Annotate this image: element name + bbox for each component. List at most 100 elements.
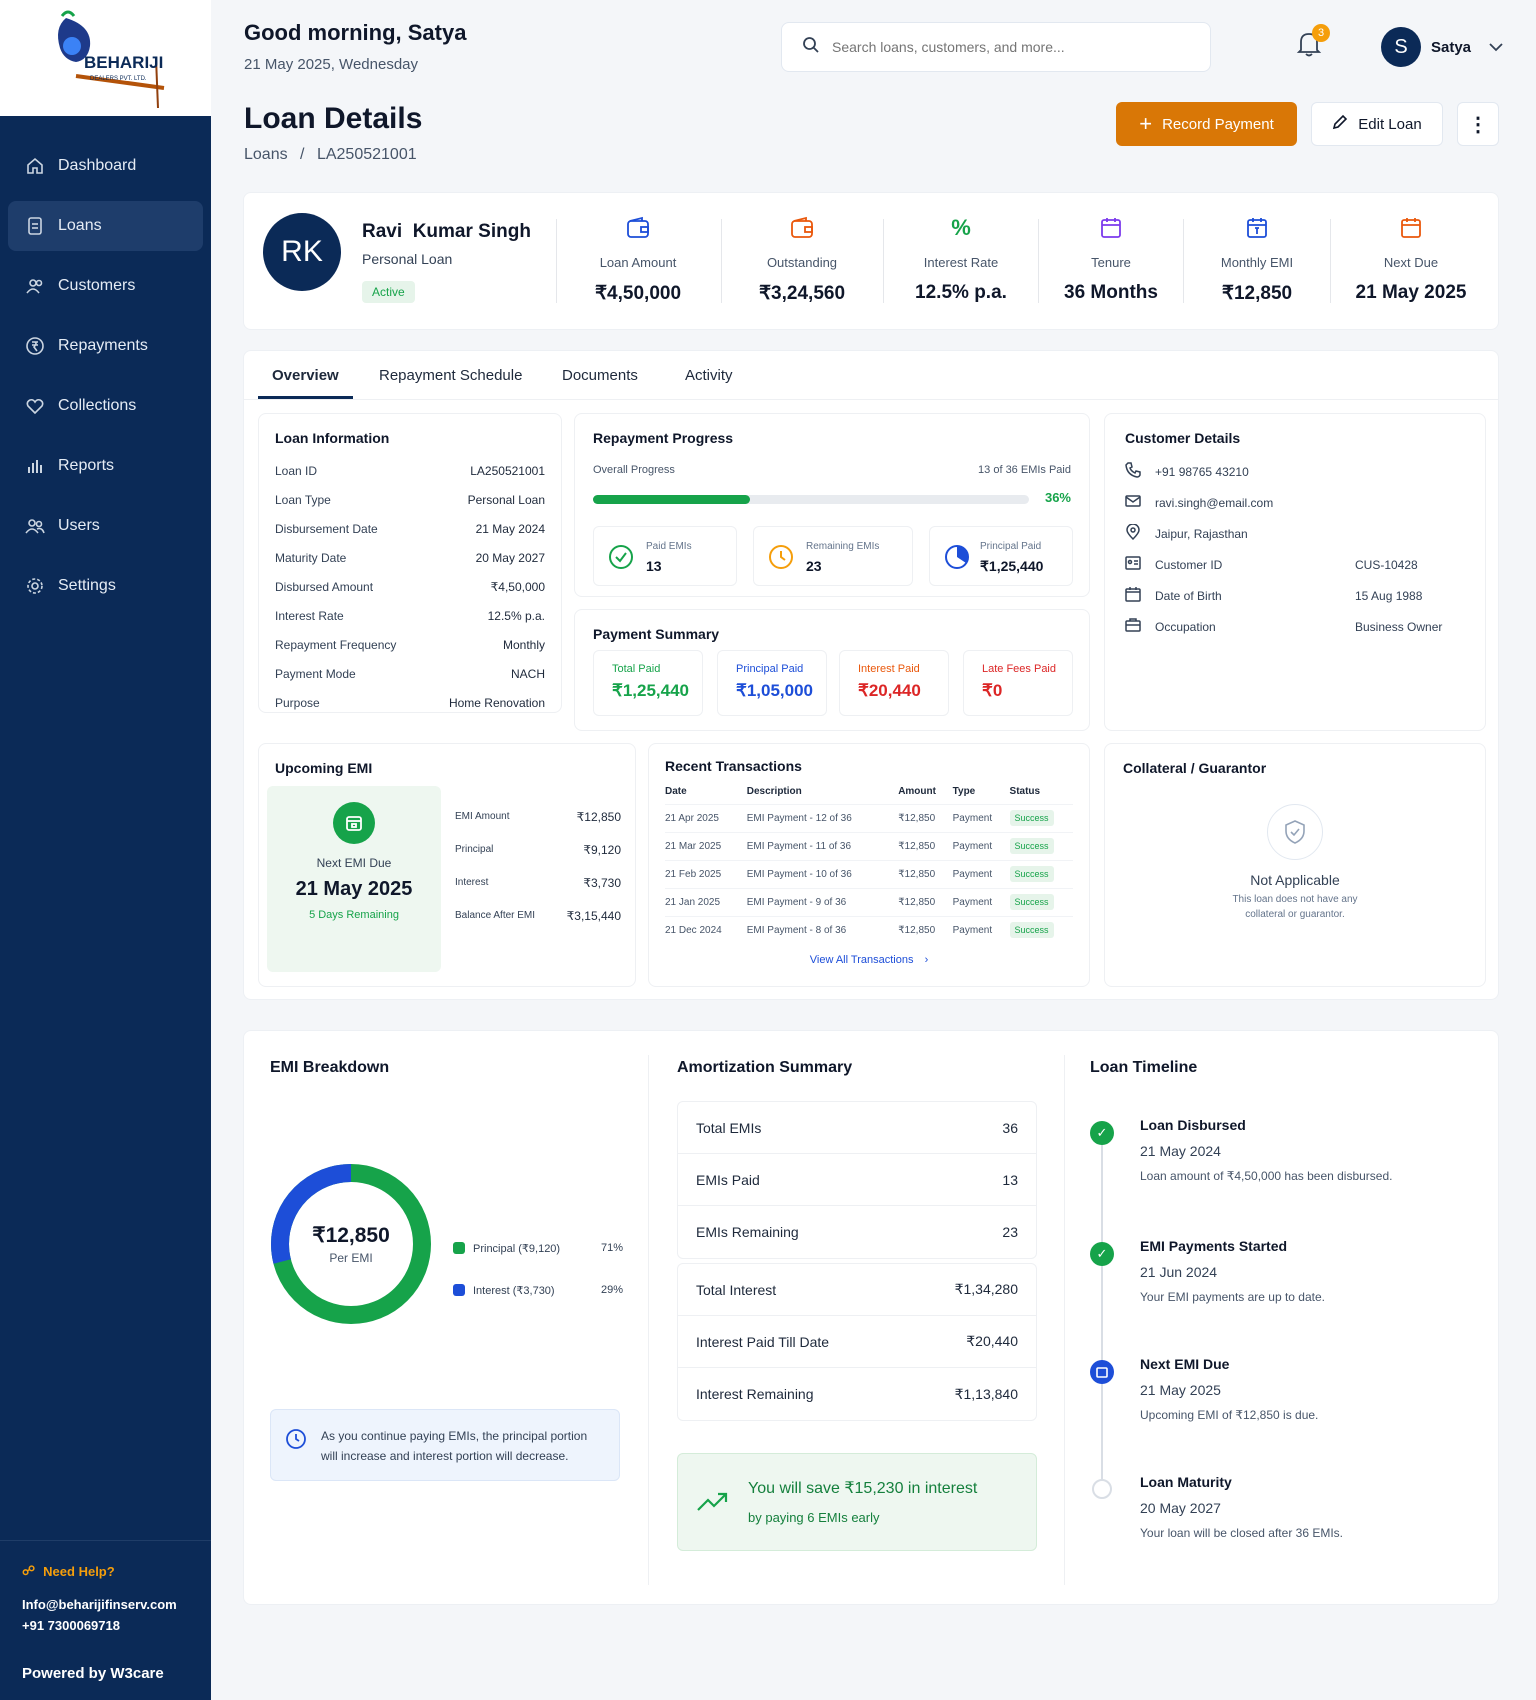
clock-icon xyxy=(286,1429,306,1449)
sidebar-item-loans[interactable]: Loans xyxy=(8,201,203,251)
section-title: EMI Breakdown xyxy=(270,1059,390,1076)
next-emi-date: 21 May 2025 xyxy=(295,878,413,900)
user-name: Satya xyxy=(1431,38,1472,56)
id-card-icon xyxy=(1125,555,1155,574)
sidebar: BEHARIJI DEALERS PVT. LTD. Dashboard Loa… xyxy=(0,0,211,1700)
powered-by: Powered by W3care xyxy=(22,1665,164,1682)
donut-legend: Principal (₹9,120) 71% Interest (₹3,730) 2… xyxy=(453,1227,623,1311)
status-badge: Success xyxy=(1009,921,1054,938)
emi-details-list: EMI Amount ₹12,850 Principal ₹9,120 Intere… xyxy=(455,800,621,932)
sidebar-item-collections[interactable]: Collections xyxy=(8,381,203,431)
status-badge: Success xyxy=(1009,865,1054,882)
sidebar-item-repayments[interactable]: Repayments xyxy=(8,321,203,371)
sidebar-item-users[interactable]: Users xyxy=(8,501,203,551)
stat-label: Paid EMIs xyxy=(646,541,692,552)
more-options-button[interactable]: ⋮ xyxy=(1457,102,1499,146)
view-all-transactions-link[interactable]: View All Transactions › xyxy=(809,954,929,966)
user-menu[interactable]: S Satya xyxy=(1381,27,1503,67)
info-row-purpose: Purpose Home Renovation xyxy=(275,695,545,710)
calendar-icon xyxy=(1039,213,1183,243)
sidebar-item-settings[interactable]: Settings xyxy=(8,561,203,611)
timeline-item: EMI Payments Started 21 Jun 2024 Your EMI … xyxy=(1140,1238,1325,1304)
search-icon xyxy=(802,36,820,58)
main-content: Good morning, Satya 21 May 2025, Wednesd… xyxy=(211,0,1536,1700)
record-payment-button[interactable]: + Record Payment xyxy=(1116,102,1297,146)
brand-logo[interactable]: BEHARIJI DEALERS PVT. LTD. xyxy=(0,0,211,116)
summary-value: ₹1,25,440 xyxy=(612,681,689,700)
wallet-icon xyxy=(570,213,706,243)
edit-loan-button[interactable]: Edit Loan xyxy=(1311,102,1443,146)
users-icon xyxy=(24,275,46,297)
metric-value: 21 May 2025 xyxy=(1355,282,1467,303)
summary-label: Late Fees Paid xyxy=(982,663,1056,675)
tab-repayment-schedule[interactable]: Repayment Schedule xyxy=(379,367,523,384)
section-title: Amortization Summary xyxy=(677,1059,853,1076)
metric-value: 36 Months xyxy=(1064,282,1158,303)
help-title[interactable]: ☍ Need Help? xyxy=(22,1563,115,1579)
info-row-disbursed-amount: Disbursed Amount ₹4,50,000 xyxy=(275,579,545,594)
table-row[interactable]: 21 Jan 2025 EMI Payment - 9 of 36 ₹12,850 P… xyxy=(665,887,1073,916)
home-icon xyxy=(24,155,46,177)
breadcrumb-loans[interactable]: Loans xyxy=(244,146,288,163)
greeting: Good morning, Satya xyxy=(244,20,467,45)
timeline-item: Next EMI Due 21 May 2025 Upcoming EMI of ₹… xyxy=(1140,1356,1319,1422)
headset-icon: ☍ xyxy=(22,1563,36,1578)
divider xyxy=(1330,219,1331,303)
tab-activity[interactable]: Activity xyxy=(685,367,733,384)
metric-monthly-emi: Monthly EMI ₹12,850 xyxy=(1184,213,1330,305)
table-row[interactable]: 21 Apr 2025 EMI Payment - 12 of 36 ₹12,850… xyxy=(665,803,1073,832)
help-phone[interactable]: +91 7300069718 xyxy=(22,1618,120,1633)
customer-phone[interactable]: +91 98765 43210 xyxy=(1125,456,1465,487)
savings-subtitle: by paying 6 EMIs early xyxy=(748,1510,880,1525)
stat-value: ₹1,25,440 xyxy=(980,558,1044,574)
loan-information-card: Loan Information Loan ID LA250521001 Loan… xyxy=(258,413,562,713)
column-header: Type xyxy=(952,786,976,798)
breadcrumb-current: LA250521001 xyxy=(316,146,417,163)
divider xyxy=(1038,219,1039,303)
customer-dob-row: Date of Birth 15 Aug 1988 xyxy=(1125,580,1465,611)
help-email[interactable]: Info@beharijifinserv.com xyxy=(22,1597,177,1612)
stat-label: Principal Paid xyxy=(980,541,1042,552)
loan-type: Personal Loan xyxy=(362,251,453,267)
customer-email[interactable]: ravi.singh@email.com xyxy=(1125,487,1465,518)
calendar-icon xyxy=(1090,1360,1114,1384)
progress-bar xyxy=(593,495,1029,504)
donut-center-value: ₹12,850 xyxy=(312,1224,390,1247)
tab-documents[interactable]: Documents xyxy=(562,367,638,384)
handshake-icon xyxy=(24,395,46,417)
plus-icon: + xyxy=(1139,111,1153,136)
metric-loan-amount: Loan Amount ₹4,50,000 xyxy=(570,213,706,305)
metric-interest-rate: % Interest Rate 12.5% p.a. xyxy=(884,213,1038,304)
summary-value: ₹0 xyxy=(982,681,1003,700)
metric-value: ₹3,24,560 xyxy=(758,283,846,304)
savings-title: You will save ₹15,230 in interest xyxy=(748,1480,978,1497)
help-section: ☍ Need Help? Info@beharijifinserv.com +91… xyxy=(0,1540,211,1700)
rupee-icon xyxy=(24,335,46,357)
sidebar-item-label: Repayments xyxy=(58,337,148,354)
timeline-line xyxy=(1101,1135,1103,1487)
breadcrumb-separator: / xyxy=(300,146,305,163)
table-row[interactable]: 21 Mar 2025 EMI Payment - 11 of 36 ₹12,850… xyxy=(665,831,1073,860)
section-title: Loan Timeline xyxy=(1090,1059,1198,1076)
sidebar-item-label: Reports xyxy=(58,457,115,474)
sidebar-item-reports[interactable]: Reports xyxy=(8,441,203,491)
search-input[interactable] xyxy=(832,39,1192,55)
sidebar-item-dashboard[interactable]: Dashboard xyxy=(8,141,203,191)
bell-icon xyxy=(1296,33,1322,57)
briefcase-icon xyxy=(1125,617,1155,636)
sidebar-item-label: Collections xyxy=(58,397,137,414)
phone-icon xyxy=(1125,462,1155,481)
table-row[interactable]: 21 Dec 2024 EMI Payment - 8 of 36 ₹12,850 P… xyxy=(665,915,1073,944)
metric-label: Outstanding xyxy=(766,255,838,270)
sidebar-item-customers[interactable]: Customers xyxy=(8,261,203,311)
check-icon: ✓ xyxy=(1090,1242,1114,1266)
section-title: Payment Summary xyxy=(593,626,720,642)
loan-analytics-card: EMI Breakdown ₹12,850 Per EMI Principal … xyxy=(243,1030,1499,1605)
tab-overview[interactable]: Overview xyxy=(258,367,353,399)
savings-banner: You will save ₹15,230 in interest by pay… xyxy=(677,1453,1037,1551)
notifications-button[interactable]: 3 xyxy=(1296,24,1330,60)
search-box[interactable] xyxy=(781,22,1211,72)
info-row-maturity-date: Maturity Date 20 May 2027 xyxy=(275,550,545,565)
table-row[interactable]: 21 Feb 2025 EMI Payment - 10 of 36 ₹12,850… xyxy=(665,859,1073,888)
sidebar-item-label: Loans xyxy=(58,217,102,234)
